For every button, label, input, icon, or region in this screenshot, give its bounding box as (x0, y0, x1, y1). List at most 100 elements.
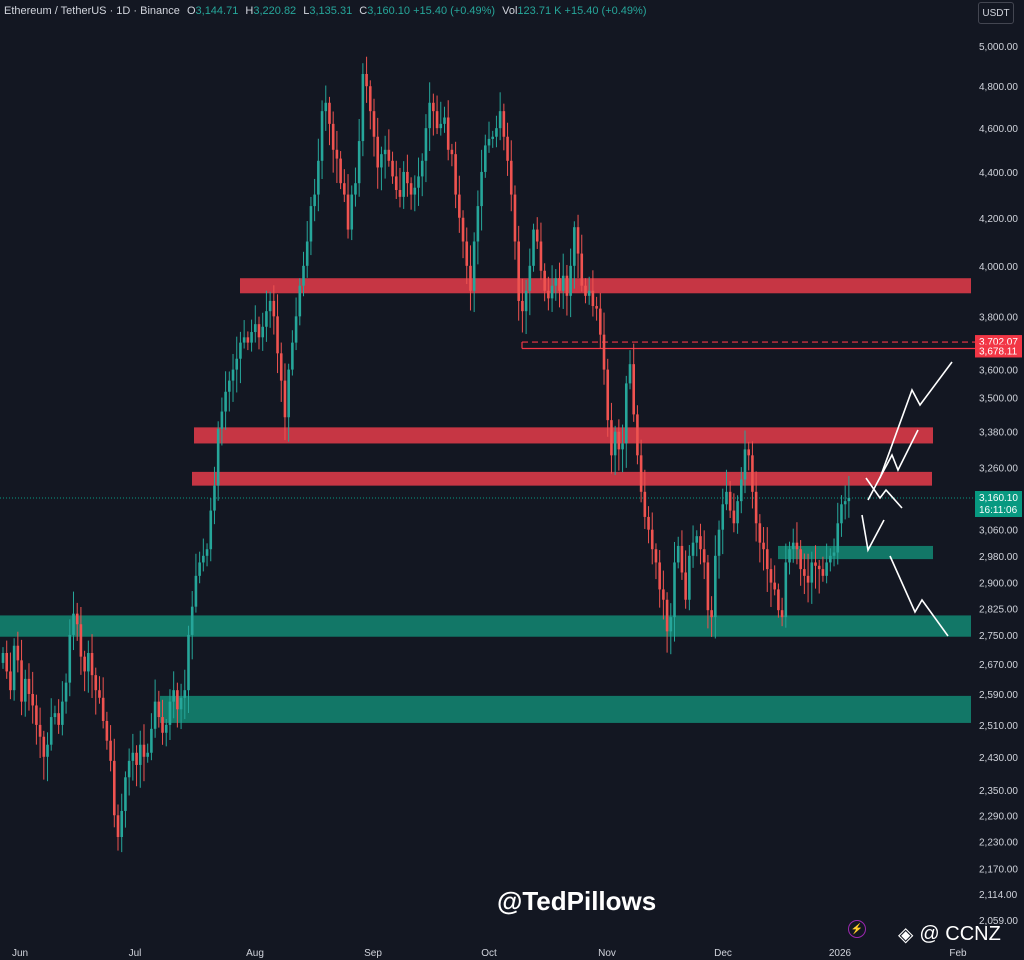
candle-body (309, 206, 313, 242)
candle-body (324, 102, 328, 112)
candle-body (584, 285, 587, 296)
y-tick-label: 2,059.00 (979, 916, 1018, 927)
candle-body (795, 542, 799, 550)
candle-body (565, 275, 569, 296)
candle-body (702, 549, 706, 563)
candle-body (829, 555, 832, 563)
candle-body (94, 675, 98, 691)
candle-body (817, 565, 821, 570)
time-axis[interactable]: Jun Jul Aug Sep Oct Nov Dec 2026 Feb (12, 948, 967, 959)
candle-body (420, 160, 424, 177)
candle-body (665, 599, 669, 632)
candle-body (613, 431, 617, 456)
brand-text: @ CCNZ (919, 923, 1001, 945)
candle-body (261, 326, 264, 338)
candle-body (843, 501, 847, 505)
candle-body (509, 160, 513, 195)
candle-body (161, 717, 164, 733)
candle-body (617, 431, 621, 450)
candle-body (253, 324, 257, 333)
y-tick-label: 2,825.00 (979, 604, 1018, 615)
y-tick-label: 2,750.00 (979, 631, 1018, 642)
y-tick-label: 2,170.00 (979, 864, 1018, 875)
support-zone[interactable] (778, 545, 933, 560)
candle-body (380, 154, 383, 168)
candle-body (825, 562, 828, 576)
candle-body (242, 337, 246, 343)
y-tick-label: 2,670.00 (979, 660, 1018, 671)
candle-body (198, 562, 201, 576)
candle-body (573, 227, 576, 266)
candle-body (120, 810, 124, 837)
price-axis[interactable]: 5,000.00 4,800.00 4,600.00 4,400.00 4,200.00… (979, 42, 1018, 927)
resistance-zone[interactable] (192, 471, 932, 486)
high-label: H (245, 5, 254, 17)
candle-body (109, 740, 112, 761)
candle-body (272, 300, 276, 317)
candle-body (472, 241, 476, 291)
candle-body (799, 549, 802, 570)
candle-body (710, 610, 713, 618)
candle-body (64, 682, 68, 702)
y-tick-label: 3,500.00 (979, 393, 1018, 404)
bullish-target-arrow (879, 361, 953, 479)
x-tick-label: 2026 (829, 948, 852, 959)
candle-body (650, 529, 654, 550)
support-zone[interactable] (0, 615, 971, 637)
symbol-title[interactable]: Ethereum / TetherUS · 1D · Binance (4, 5, 180, 17)
bounce-arrow (861, 514, 885, 553)
candle-body (138, 744, 142, 765)
candle-body (777, 589, 780, 611)
candle-body (205, 549, 209, 556)
candle-body (179, 697, 183, 710)
candle-body (57, 713, 60, 725)
candle-body (506, 136, 509, 161)
candle-body (461, 217, 465, 242)
candle-body (739, 479, 743, 502)
candle-body (535, 229, 539, 242)
candle-body (558, 278, 561, 291)
candle-body (406, 171, 409, 184)
candle-body (209, 510, 213, 550)
candle-body (331, 123, 335, 150)
candle-body (424, 128, 428, 161)
candle-body (343, 183, 346, 195)
candle-body (372, 111, 376, 137)
candle-body (228, 380, 231, 392)
candle-body (524, 290, 528, 312)
candle-body (784, 562, 788, 618)
price-label-box (975, 344, 1022, 358)
candle-body (495, 128, 498, 137)
y-tick-label: 4,600.00 (979, 124, 1018, 135)
candle-body (714, 555, 717, 618)
close-value: 3,160.10 (367, 5, 411, 17)
candle-body (328, 102, 331, 124)
candle-body (305, 241, 309, 266)
candle-body (365, 73, 368, 87)
x-tick-label: Sep (364, 948, 382, 959)
candle-body (246, 337, 250, 343)
candle-body (688, 555, 691, 600)
support-zone[interactable] (160, 695, 971, 723)
candle-body (591, 290, 595, 307)
lightning-icon[interactable]: ⚡ (848, 920, 866, 938)
candle-body (176, 690, 179, 710)
resistance-zone[interactable] (240, 278, 971, 294)
candle-body (87, 653, 90, 672)
candle-body (35, 705, 38, 725)
x-tick-label: Dec (714, 948, 732, 959)
candle-body (840, 504, 843, 524)
bearish-path-arrow (889, 555, 949, 637)
candle-body (61, 701, 64, 725)
candle-body (1, 653, 5, 663)
candle-body (821, 569, 825, 576)
candle-body (409, 183, 413, 195)
resistance-zone[interactable] (194, 427, 933, 444)
currency-button[interactable]: USDT (978, 2, 1014, 24)
candle-body (806, 575, 810, 583)
candle-body (532, 229, 535, 266)
candle-body (90, 653, 94, 676)
candle-body (268, 300, 272, 312)
